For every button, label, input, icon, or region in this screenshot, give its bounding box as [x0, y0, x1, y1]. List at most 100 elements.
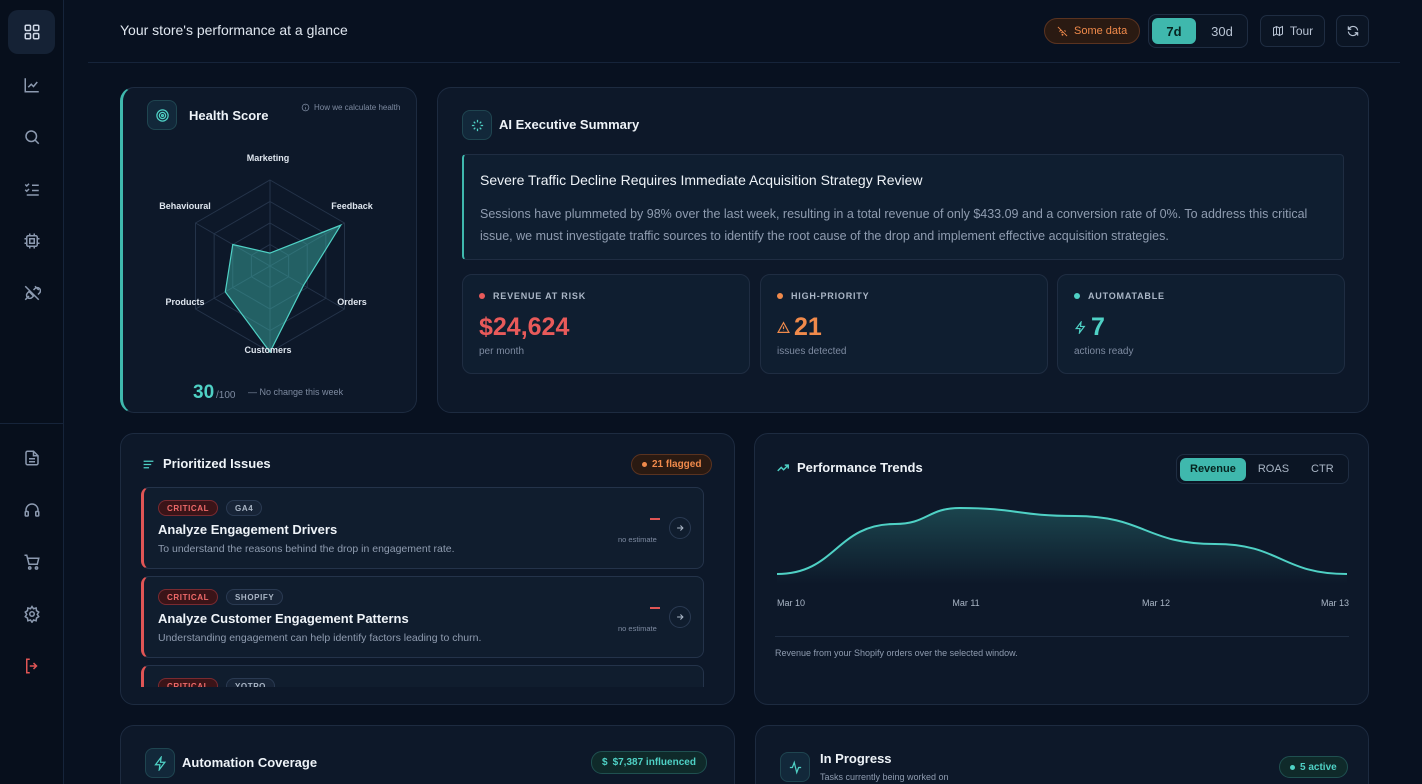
tour-button[interactable]: Tour — [1260, 15, 1325, 47]
issue-open-button[interactable] — [669, 606, 691, 628]
metric-toggle: Revenue ROAS CTR — [1176, 454, 1349, 484]
radar-label-feedback: Feedback — [331, 201, 373, 211]
active-dot — [1290, 764, 1295, 770]
refresh-button[interactable] — [1336, 15, 1369, 47]
metric-label: AUTOMATABLE — [1088, 291, 1165, 301]
source-badge: SHOPIFY — [226, 589, 284, 605]
radar-value-area — [224, 223, 343, 354]
sidebar-item-analytics[interactable] — [8, 63, 55, 107]
x-tick-label: Mar 11 — [952, 598, 980, 608]
header-divider — [88, 62, 1400, 63]
issue-desc: Understanding engagement can help identi… — [158, 632, 482, 644]
impact-indicator — [650, 518, 660, 520]
metric-label: REVENUE AT RISK — [493, 291, 587, 301]
trending-up-icon — [777, 464, 789, 472]
activity-icon — [789, 759, 801, 775]
automation-icon-box — [145, 748, 175, 778]
metric-status-dot — [1074, 293, 1080, 299]
issue-row[interactable]: CRITICAL YOTPO — [141, 665, 704, 687]
metric-automatable: AUTOMATABLE 7 actions ready — [1057, 274, 1345, 374]
lightning-icon — [1074, 321, 1086, 334]
issue-row[interactable]: CRITICAL SHOPIFY Analyze Customer Engage… — [141, 576, 704, 658]
in-progress-card: In Progress Tasks currently being worked… — [755, 725, 1369, 784]
checklist-icon — [24, 183, 39, 196]
range-toggle: 7d 30d — [1148, 14, 1248, 48]
data-status-badge[interactable]: Some data — [1044, 18, 1141, 44]
refresh-icon — [1347, 25, 1358, 37]
source-badge: YOTPO — [226, 678, 276, 687]
arrow-right-icon — [677, 525, 684, 531]
metric-status-dot — [777, 293, 783, 299]
tour-label: Tour — [1289, 24, 1314, 38]
cart-icon — [24, 554, 40, 570]
metric-value-text: 7 — [1091, 313, 1105, 341]
sidebar-divider — [0, 423, 63, 424]
radar-axis-line — [195, 265, 271, 310]
tab-revenue[interactable]: Revenue — [1180, 457, 1246, 481]
metric-value: 21 — [777, 313, 822, 342]
tab-ctr[interactable]: CTR — [1311, 463, 1334, 475]
trends-footnote: Revenue from your Shopify orders over th… — [775, 648, 1018, 658]
how-health-link[interactable]: How we calculate health — [301, 103, 400, 112]
ai-summary-title: AI Executive Summary — [499, 117, 640, 132]
document-icon — [24, 450, 39, 466]
progress-icon-box — [780, 752, 810, 782]
performance-trends-card: Performance Trends Revenue ROAS CTR Mar … — [754, 433, 1369, 705]
active-count-label: 5 active — [1300, 761, 1337, 773]
headset-icon — [24, 503, 39, 517]
revenue-area — [777, 508, 1347, 584]
metric-value-text: $24,624 — [479, 313, 570, 341]
ai-summary-box: Severe Traffic Decline Requires Immediat… — [462, 154, 1344, 260]
in-progress-subtitle: Tasks currently being worked on — [820, 772, 949, 782]
ai-summary-card: AI Executive Summary Severe Traffic Decl… — [437, 87, 1369, 413]
how-health-label: How we calculate health — [314, 103, 401, 112]
sidebar-item-dashboard[interactable] — [8, 10, 55, 54]
issue-row[interactable]: CRITICAL GA4 Analyze Engagement Drivers … — [141, 487, 704, 569]
chart-divider — [775, 636, 1349, 637]
radar-label-orders: Orders — [337, 297, 367, 307]
sidebar-item-search[interactable] — [8, 115, 55, 159]
lightning-icon — [153, 755, 166, 771]
map-icon — [1272, 25, 1283, 37]
health-score-change: — No change this week — [248, 387, 344, 397]
issue-open-button[interactable] — [669, 517, 691, 539]
info-icon — [301, 103, 310, 112]
sidebar-item-settings[interactable] — [8, 592, 55, 636]
trend-chart — [776, 506, 1348, 584]
sidebar-item-automation[interactable] — [8, 219, 55, 263]
sidebar-item-reports[interactable] — [8, 436, 55, 480]
sidebar-item-logout[interactable] — [8, 644, 55, 688]
chip-icon — [24, 233, 39, 249]
data-status-label: Some data — [1074, 25, 1128, 37]
health-score-value: 30 — [193, 382, 215, 403]
logout-icon — [25, 658, 38, 674]
health-icon-box — [147, 100, 177, 130]
sidebar-item-integrations[interactable] — [8, 271, 55, 315]
issues-list: CRITICAL GA4 Analyze Engagement Drivers … — [141, 487, 706, 687]
metric-revenue-at-risk: REVENUE AT RISK $24,624 per month — [462, 274, 750, 374]
active-count-badge: 5 active — [1279, 756, 1348, 778]
issue-title: Analyze Customer Engagement Patterns — [158, 611, 409, 626]
range-7d-button[interactable]: 7d — [1152, 18, 1196, 44]
sidebar-item-store[interactable] — [8, 540, 55, 584]
radar-label-products: Products — [165, 297, 205, 307]
issue-title: Analyze Engagement Drivers — [158, 522, 338, 537]
dollar-icon: $ — [602, 757, 608, 768]
sidebar-item-tasks[interactable] — [8, 167, 55, 211]
ai-summary-body: Sessions have plummeted by 98% over the … — [480, 207, 1308, 243]
metric-value: $24,624 — [479, 313, 569, 342]
metric-value-text: 21 — [794, 313, 822, 341]
sidebar-item-support[interactable] — [8, 488, 55, 532]
page-title: Your store's performance at a glance — [120, 22, 348, 38]
flagged-count-badge: 21 flagged — [631, 454, 713, 475]
severity-badge: CRITICAL — [158, 500, 219, 516]
metric-sub: issues detected — [777, 346, 847, 357]
list-icon — [143, 460, 154, 469]
target-icon — [155, 108, 169, 122]
x-tick-label: Mar 10 — [776, 598, 806, 608]
metric-high-priority: HIGH-PRIORITY 21 issues detected — [760, 274, 1048, 374]
influenced-badge: $ $7,387 influenced — [591, 751, 707, 774]
range-30d-button[interactable]: 30d — [1211, 23, 1233, 39]
metric-status-dot — [479, 293, 485, 299]
tab-roas[interactable]: ROAS — [1257, 463, 1290, 475]
